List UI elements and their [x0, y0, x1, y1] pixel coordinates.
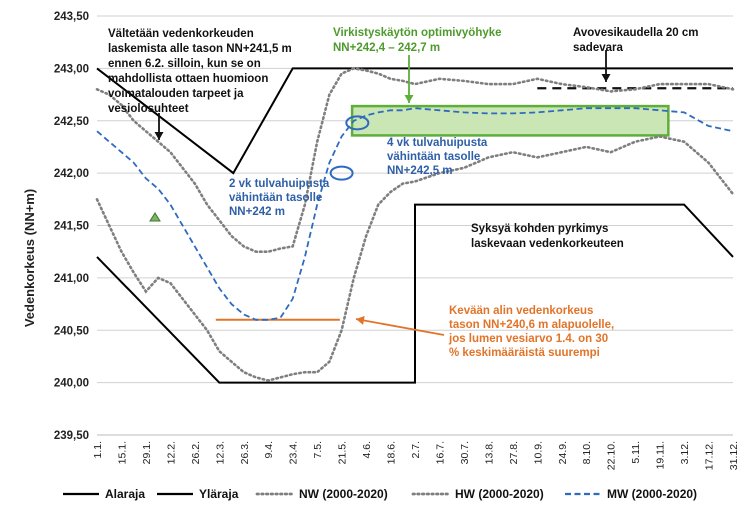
recreation-zone-annotation: Virkistyskäytön optimivyöhyke — [333, 27, 502, 39]
x-tick-label: 13.8. — [483, 441, 495, 464]
x-tick-label: 8.10. — [581, 441, 593, 464]
two-weeks-annotation: vähintään tasolle — [229, 192, 322, 204]
y-axis-label: Vedenkorkeus (NN+m) — [22, 189, 37, 327]
x-tick-label: 19.11. — [655, 441, 667, 469]
recreation-zone-annotation: NN+242,4 – 242,7 m — [333, 42, 440, 54]
x-tick-label: 10.9. — [532, 441, 544, 464]
x-tick-label: 12.2. — [165, 441, 177, 464]
y-tick-label: 243,00 — [54, 63, 89, 75]
spring-low-arrow — [355, 318, 445, 336]
avoid-arrow-head — [154, 132, 164, 140]
legend: Alaraja Yläraja NW (2000-2020) HW (2000-202… — [63, 487, 697, 501]
x-tick-label: 30.7. — [459, 441, 471, 464]
y-tick-label: 242,50 — [54, 116, 89, 128]
y-axis-ticks: 239,50 240,00 240,50 241,00 241,50 242,00 242,… — [54, 11, 89, 442]
avoid-annotation: ennen 6.2. silloin, kun se on — [108, 58, 261, 70]
series-line-3 — [95, 135, 735, 382]
avoid-annotation: laskemista alle tason NN+241,5 m — [108, 43, 292, 55]
zone-arrow-head — [404, 95, 414, 103]
x-tick-label: 18.6. — [386, 441, 398, 464]
avoid-annotation: voimatalouden tarpeet ja — [108, 88, 244, 100]
y-tick-label: 243,50 — [54, 11, 89, 23]
y-tick-label: 240,00 — [54, 378, 89, 390]
annotation-texts: Vältetään vedenkorkeuden laskemista alle … — [108, 27, 699, 359]
spring-low-annotation: jos lumen vesiarvo 1.4. on 30 — [448, 333, 608, 345]
x-axis-ticks: 1.1. 15.1. 29.1. 12.2. 26.2. 12.3. 26.3. 9.4. 23… — [92, 441, 740, 470]
four-weeks-annotation: 4 vk tulvahuipusta — [387, 137, 488, 149]
x-tick-label: 26.2. — [190, 441, 202, 464]
x-tick-label: 5.11. — [630, 441, 642, 464]
x-tick-label: 23.4. — [288, 441, 300, 464]
y-tick-label: 241,50 — [54, 221, 89, 233]
avoid-annotation: mahdollista ottaen huomioon — [108, 73, 268, 85]
x-tick-label: 22.10. — [606, 441, 618, 470]
legend-label: Yläraja — [199, 487, 239, 501]
x-tick-label: 12.3. — [214, 441, 226, 464]
four-weeks-annotation: NN+242,5 m — [387, 165, 453, 177]
y-tick-label: 241,00 — [54, 273, 89, 285]
four-weeks-annotation: vähintään tasolle — [387, 151, 480, 163]
two-weeks-annotation: 2 vk tulvahuipusta — [229, 178, 330, 190]
open-water-annotation: sadevara — [573, 42, 623, 54]
autumn-annotation: Syksyä kohden pyrkimys — [471, 223, 608, 235]
two-weeks-marker — [329, 165, 354, 181]
spring-low-arrow-head — [356, 316, 365, 325]
legend-label: HW (2000-2020) — [455, 487, 544, 501]
legend-label: NW (2000-2020) — [299, 487, 388, 501]
x-tick-label: 9.4. — [263, 441, 275, 459]
avoid-annotation: vesiolosuhteet — [108, 103, 189, 115]
x-tick-label: 16.7. — [434, 441, 446, 464]
x-tick-label: 17.12. — [704, 441, 716, 470]
four-weeks-marker — [345, 115, 370, 131]
legend-label: MW (2000-2020) — [607, 487, 697, 501]
open-water-arrow-head — [601, 74, 611, 82]
series-line-5 — [96, 107, 734, 321]
x-tick-label: 24.9. — [557, 441, 569, 464]
triangle-marker — [149, 212, 161, 222]
series-line-1 — [96, 203, 734, 384]
legend-label: Alaraja — [105, 487, 145, 501]
open-water-annotation: Avovesikaudella 20 cm — [573, 27, 699, 39]
x-tick-label: 3.12. — [679, 441, 691, 464]
y-tick-label: 239,50 — [54, 430, 89, 442]
x-tick-label: 27.8. — [508, 441, 520, 464]
x-tick-label: 2.7. — [410, 441, 422, 459]
x-tick-label: 26.3. — [239, 441, 251, 464]
annotation-shapes — [215, 87, 733, 321]
series-line-4 — [95, 67, 735, 253]
spring-low-annotation: % keskimääräistä suurempi — [449, 347, 600, 359]
annotation-markers — [149, 50, 611, 336]
x-tick-label: 4.6. — [361, 441, 373, 459]
two-weeks-annotation: NN+242 m — [229, 206, 285, 218]
autumn-annotation: laskevaan vedenkorkeuteen — [471, 238, 624, 250]
x-tick-label: 21.5. — [337, 441, 349, 464]
y-tick-label: 240,50 — [54, 325, 89, 337]
x-tick-label: 29.1. — [141, 441, 153, 464]
x-tick-label: 31.12. — [728, 441, 740, 470]
x-tick-label: 7.5. — [312, 441, 324, 459]
series-line-2 — [96, 67, 733, 175]
spring-low-annotation: Kevään alin vedenkorkeus — [449, 305, 593, 317]
recreation-zone-box — [350, 104, 670, 137]
x-tick-label: 15.1. — [116, 441, 128, 464]
spring-low-annotation: tason NN+240,6 m alapuolelle, — [449, 319, 614, 331]
y-tick-label: 242,00 — [54, 168, 89, 180]
avoid-annotation: Vältetään vedenkorkeuden — [108, 28, 254, 40]
x-tick-label: 1.1. — [92, 441, 104, 459]
series-lines — [95, 67, 735, 384]
